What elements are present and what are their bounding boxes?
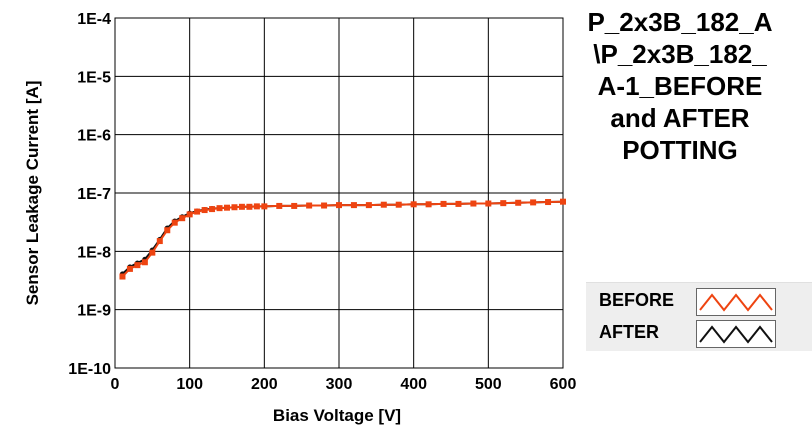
x-tick-label: 300: [326, 376, 353, 393]
data-point: [350, 202, 357, 209]
x-tick-labels: 0 100 200 300 400 500 600: [111, 376, 577, 393]
chart-title-line: \P_2x3B_182_: [593, 39, 767, 69]
data-point: [321, 202, 328, 209]
chart-title-line: P_2x3B_182_A: [587, 7, 773, 37]
x-tick-label: 200: [251, 376, 278, 393]
x-tick-label: 500: [475, 376, 502, 393]
legend-item-after[interactable]: AFTER: [586, 318, 812, 348]
series-line: [121, 200, 564, 278]
data-point: [395, 201, 402, 208]
grid-lines: [114, 17, 564, 369]
data-point: [179, 215, 186, 222]
data-point: [455, 200, 462, 207]
x-tick-label: 400: [400, 376, 427, 393]
data-point: [306, 202, 313, 209]
data-point: [530, 199, 537, 206]
y-axis-title: Sensor Leakage Current [A]: [23, 81, 42, 306]
data-point: [134, 262, 141, 269]
data-point: [224, 204, 230, 211]
data-point: [261, 203, 268, 210]
data-point: [126, 265, 133, 272]
data-point: [515, 199, 522, 206]
data-point: [470, 200, 477, 207]
data-point: [246, 203, 253, 210]
legend-swatch-after: [696, 320, 776, 348]
legend-label: BEFORE: [599, 290, 675, 310]
data-point: [201, 207, 208, 214]
data-point: [141, 259, 148, 266]
legend: BEFORE AFTER: [586, 282, 812, 351]
chart-title: P_2x3B_182_A \P_2x3B_182_ A-1_BEFORE and…: [560, 6, 800, 166]
chart-title-line: and AFTER: [610, 103, 750, 133]
data-point: [164, 227, 171, 234]
series-before: [119, 198, 566, 280]
y-tick-label: 1E-9: [77, 303, 111, 320]
series-layer: [119, 198, 566, 280]
x-tick-label: 0: [111, 376, 120, 393]
data-point: [216, 205, 223, 212]
data-point: [500, 200, 507, 207]
data-point: [238, 203, 245, 210]
data-point: [194, 208, 201, 215]
x-axis-title: Bias Voltage [V]: [273, 406, 401, 425]
y-tick-label: 1E-7: [77, 186, 111, 203]
x-tick-label: 600: [550, 376, 577, 393]
data-point: [336, 202, 342, 209]
chart-title-line: POTTING: [622, 135, 738, 165]
data-point: [410, 201, 417, 208]
data-point: [253, 203, 260, 210]
data-point: [119, 273, 126, 280]
y-tick-label: 1E-8: [77, 244, 111, 261]
data-point: [365, 202, 372, 209]
data-point: [149, 249, 156, 256]
data-point: [560, 198, 566, 205]
data-point: [231, 204, 238, 211]
data-point: [156, 238, 163, 245]
data-point: [171, 219, 178, 226]
x-tick-label: 100: [176, 376, 203, 393]
data-point: [425, 201, 432, 208]
data-point: [545, 199, 552, 206]
data-point: [209, 206, 216, 213]
y-tick-label: 1E-4: [77, 11, 111, 28]
legend-label: AFTER: [599, 322, 659, 342]
data-point: [485, 200, 492, 207]
y-tick-label: 1E-6: [77, 128, 111, 145]
data-point: [291, 202, 298, 209]
data-point: [440, 200, 447, 207]
data-point: [186, 211, 193, 218]
legend-swatch-before: [696, 288, 776, 316]
legend-item-before[interactable]: BEFORE: [586, 286, 812, 316]
chart-title-line: A-1_BEFORE: [597, 71, 763, 101]
y-tick-labels: 1E-4 1E-5 1E-6 1E-7 1E-8 1E-9 1E-10: [68, 11, 111, 378]
data-point: [380, 201, 387, 208]
y-tick-label: 1E-10: [68, 361, 111, 378]
y-tick-label: 1E-5: [77, 69, 111, 86]
data-point: [276, 202, 283, 209]
